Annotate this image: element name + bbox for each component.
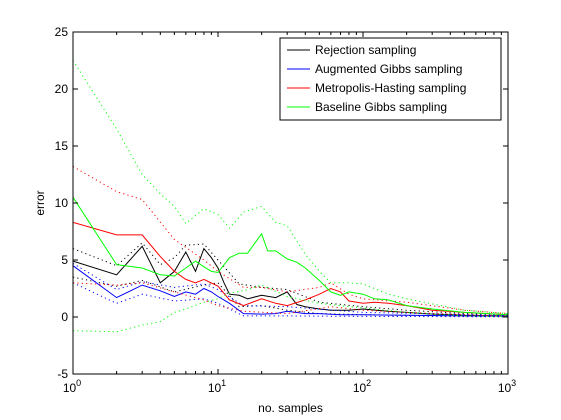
y-tick-label: 15 [55,139,69,153]
x-tick-exponent: 0 [76,378,81,388]
series-0 [73,242,508,318]
x-tick-label: 100 [63,378,81,395]
series-3-line [73,197,508,316]
legend-box [279,37,502,121]
series-1 [73,262,508,318]
legend-label-2: Metropolis-Hasting sampling [315,81,466,95]
x-axis-label: no. samples [258,401,323,415]
series-2-upper-band [73,166,508,315]
x-tick-exponent: 1 [221,378,226,388]
series-0-upper-band [73,242,508,316]
series-2-line [73,221,508,316]
y-tick-label: -5 [57,367,68,381]
series-3-lower-band [73,284,508,333]
legend-label-0: Rejection sampling [315,43,416,57]
series-1-upper-band [73,262,508,316]
y-tick-label: 5 [61,253,68,267]
x-tick-label: 101 [208,378,226,395]
x-tick-label: 102 [353,378,371,395]
x-tick-exponent: 2 [366,378,371,388]
x-tick-exponent: 3 [511,378,516,388]
series-3 [73,60,508,333]
y-tick-label: 10 [55,196,69,210]
series-1-line [73,265,508,317]
y-tick-label: 0 [61,310,68,324]
series-0-line [73,245,508,317]
series-1-lower-band [73,282,508,318]
y-tick-label: 25 [55,25,69,39]
y-tick-label: 20 [55,82,69,96]
legend-label-3: Baseline Gibbs sampling [315,100,447,114]
series-layer [73,60,508,333]
legend-label-1: Augmented Gibbs sampling [315,62,462,76]
x-tick-label: 103 [498,378,516,395]
series-2 [73,166,508,317]
legend: Rejection sampling Augmented Gibbs sampli… [279,37,502,121]
y-axis-label: error [33,190,47,215]
